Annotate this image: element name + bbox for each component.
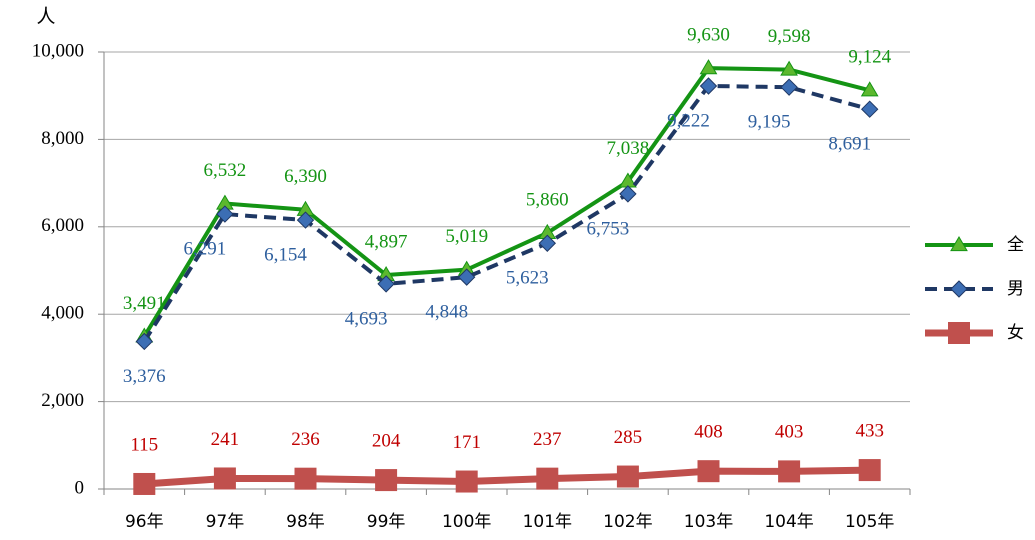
point — [213, 467, 236, 490]
y-tick-label: 10,000 — [32, 40, 84, 61]
data-label: 3,376 — [123, 366, 166, 387]
data-label: 433 — [855, 420, 884, 441]
data-label: 171 — [452, 432, 481, 453]
data-label: 9,598 — [768, 26, 811, 47]
data-label: 6,154 — [264, 244, 307, 265]
series-line — [142, 66, 871, 338]
point — [780, 78, 798, 96]
data-label: 5,623 — [506, 268, 549, 289]
data-label: 3,491 — [123, 293, 166, 314]
data-label: 6,390 — [284, 166, 327, 187]
legend-marker — [950, 280, 968, 298]
data-label: 408 — [694, 422, 723, 443]
data-label: 5,860 — [526, 189, 569, 210]
data-label: 241 — [211, 429, 240, 450]
data-label: 6,291 — [184, 238, 227, 259]
data-label: 9,630 — [687, 25, 730, 46]
data-label: 4,693 — [345, 308, 388, 329]
data-label: 4,897 — [365, 231, 408, 252]
point — [616, 465, 639, 488]
data-label: 285 — [614, 427, 643, 448]
point — [135, 332, 154, 351]
data-label: 6,532 — [204, 160, 247, 181]
data-label: 237 — [533, 429, 562, 450]
data-label: 7,038 — [607, 138, 650, 159]
legend-marker — [948, 322, 970, 344]
data-label: 5,019 — [445, 226, 488, 247]
data-label: 6,753 — [587, 218, 630, 239]
data-label: 9,124 — [848, 47, 891, 68]
data-label: 9,222 — [667, 110, 710, 131]
x-tick-label: 101年 — [523, 512, 572, 532]
y-tick-label: 4,000 — [41, 303, 84, 324]
data-label: 236 — [291, 429, 320, 450]
point — [858, 459, 881, 482]
x-tick-label: 100年 — [442, 512, 491, 532]
y-tick-label: 0 — [75, 477, 85, 498]
legend-label: 女 — [1007, 323, 1024, 343]
data-label: 4,848 — [425, 302, 468, 323]
legend-label: 全 — [1007, 235, 1024, 255]
point — [860, 100, 879, 118]
point — [780, 60, 798, 76]
legend-label: 男 — [1007, 279, 1024, 299]
x-tick-label: 103年 — [684, 512, 733, 532]
point — [377, 275, 395, 293]
y-tick-label: 2,000 — [41, 390, 84, 411]
x-tick-label: 104年 — [764, 512, 813, 532]
point — [860, 81, 879, 97]
x-tick-label: 105年 — [845, 512, 894, 532]
data-label: 9,195 — [748, 112, 791, 133]
x-tick-label: 97年 — [206, 512, 245, 532]
data-label: 8,691 — [828, 134, 871, 155]
data-label: 115 — [130, 434, 158, 455]
point — [294, 467, 317, 490]
y-tick-label: 6,000 — [41, 215, 84, 236]
point — [457, 268, 476, 286]
point — [375, 469, 398, 492]
x-tick-label: 99年 — [367, 512, 406, 532]
y-axis-label: 人 — [36, 5, 55, 27]
point — [133, 472, 156, 495]
series-line — [142, 83, 871, 343]
x-tick-label: 98年 — [286, 512, 325, 532]
point — [778, 460, 801, 483]
point — [216, 205, 234, 223]
data-label: 403 — [775, 422, 804, 443]
point — [455, 470, 478, 493]
point — [699, 77, 718, 95]
point — [697, 460, 720, 483]
x-tick-label: 96年 — [125, 512, 164, 532]
x-tick-label: 102年 — [603, 512, 652, 532]
legend-marker — [950, 236, 968, 252]
point — [538, 234, 557, 252]
series-line — [144, 466, 870, 488]
point — [619, 185, 637, 203]
point — [296, 211, 315, 229]
y-tick-label: 8,000 — [41, 128, 84, 149]
point — [699, 59, 718, 75]
data-label: 204 — [372, 430, 401, 451]
point — [536, 467, 559, 490]
